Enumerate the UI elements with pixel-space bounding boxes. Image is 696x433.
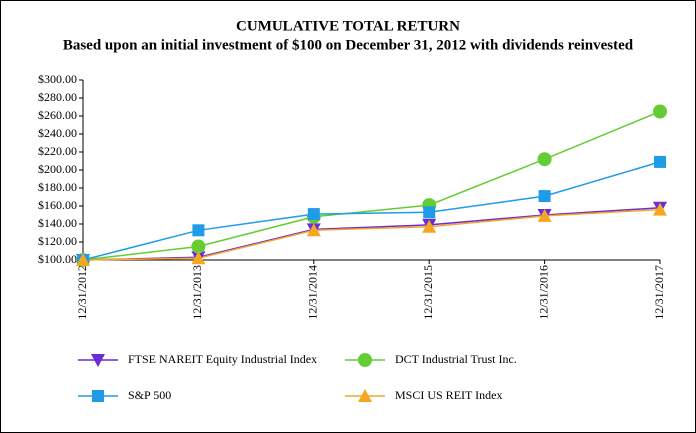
marker [537,152,552,167]
marker [307,208,320,221]
marker [423,206,436,219]
legend-label: DCT Industrial Trust Inc. [395,352,517,366]
marker [191,239,206,254]
x-tick-label: 12/31/2012 [75,265,89,320]
x-tick-label: 12/31/2014 [306,265,320,320]
marker [653,104,667,119]
y-tick-label: $140.00 [38,216,77,230]
chart-subtitle: Based upon an initial investment of $100… [63,37,634,53]
legend-label: MSCI US REIT Index [395,388,502,402]
x-tick-label: 12/31/2016 [536,265,550,320]
legend-marker [358,389,372,402]
marker [422,219,437,233]
marker [191,251,206,265]
y-tick-label: $300.00 [38,72,77,86]
series-line [82,208,661,261]
legend-marker [92,390,104,402]
marker [76,253,90,266]
y-tick-label: $160.00 [38,198,77,212]
y-tick-label: $120.00 [38,234,77,248]
series-line [82,110,661,261]
marker [653,202,667,216]
x-tick-label: 12/31/2015 [421,265,435,320]
x-tick-label: 12/31/2017 [652,265,666,320]
legend-label: FTSE NAREIT Equity Industrial Index [128,352,317,366]
legend-marker [358,353,372,367]
marker [306,223,321,237]
y-tick-label: $280.00 [38,90,77,104]
marker [192,224,205,237]
marker [538,190,551,203]
legend-marker [91,354,105,367]
x-tick-label: 12/31/2013 [190,265,204,320]
series-line [82,161,661,261]
legend-label: S&P 500 [128,388,171,402]
y-tick-label: $220.00 [38,144,77,158]
y-tick-label: $100.00 [38,252,77,266]
y-tick-label: $200.00 [38,162,77,176]
y-tick-label: $180.00 [38,180,77,194]
chart-title: CUMULATIVE TOTAL RETURN [236,18,460,34]
marker [654,155,666,168]
marker [537,208,552,222]
y-tick-label: $260.00 [38,108,77,122]
y-tick-label: $240.00 [38,126,77,140]
